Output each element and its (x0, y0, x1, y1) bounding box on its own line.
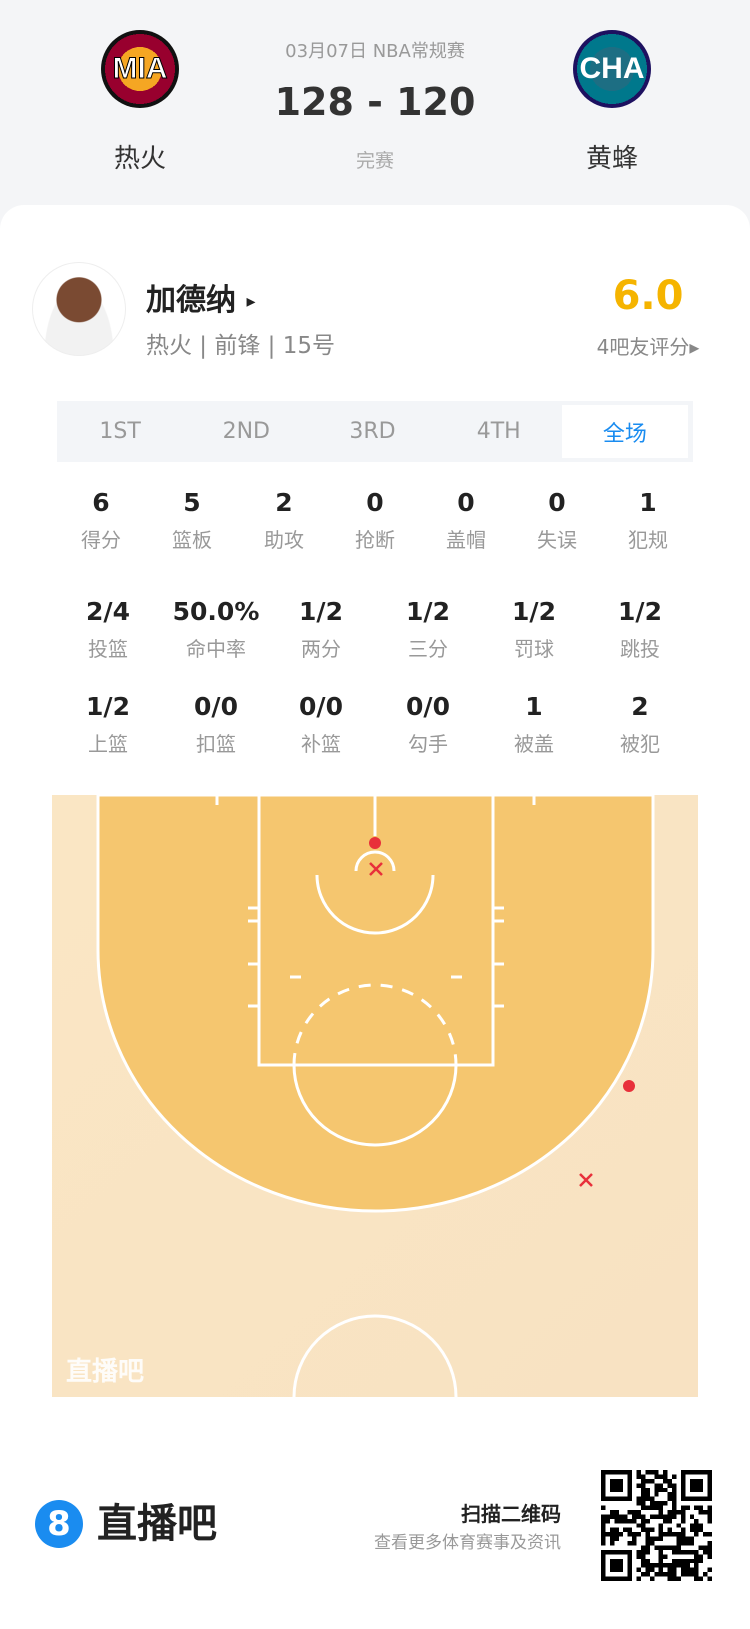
stat-label: 得分 (81, 528, 121, 552)
stat-value: 0 (366, 488, 384, 517)
away-team-name: 黄蜂 (585, 144, 639, 174)
stat-value: 0/0 (406, 692, 450, 721)
rating-link[interactable]: 4吧友评分▸ (596, 335, 700, 359)
stat-value: 50.0% (172, 597, 260, 626)
stat-value: 2/4 (86, 597, 130, 626)
stat-value: 1/2 (86, 692, 130, 721)
watermark: 直播吧 (66, 1357, 144, 1387)
stat-label: 犯规 (628, 528, 668, 552)
player-name: 加德纳 (146, 283, 236, 318)
stat-value: 6 (92, 488, 110, 517)
lane-hash-marks (248, 906, 504, 1008)
tab-4th[interactable]: 4TH (476, 419, 521, 444)
player-name-link[interactable]: 加德纳 ▸ (146, 275, 256, 319)
stat-label: 助攻 (264, 528, 304, 552)
stat-label: 失误 (537, 528, 577, 552)
scan-title: 扫描二维码 (461, 1502, 561, 1526)
home-team-abbr: MIA (112, 52, 168, 86)
player-rating: 6.0 (612, 273, 684, 319)
center-circle (292, 1314, 458, 1397)
paint (257, 795, 495, 1067)
tab-2nd[interactable]: 2ND (222, 419, 270, 444)
player-info: 热火 | 前锋 | 15号 (146, 333, 336, 359)
stat-label: 上篮 (88, 732, 128, 756)
stat-value: 1/2 (406, 597, 450, 626)
stat-label: 三分 (408, 637, 448, 661)
stat-label: 补篮 (301, 732, 341, 756)
caret-right-icon: ▸ (246, 291, 256, 312)
shot-chart: 直播吧 (52, 795, 698, 1397)
stat-value: 1 (525, 692, 543, 721)
stat-label: 两分 (301, 637, 341, 661)
restricted-area (315, 874, 435, 935)
stat-value: 0/0 (194, 692, 238, 721)
scan-subtitle: 查看更多体育赛事及资讯 (374, 1533, 561, 1553)
tab-3rd[interactable]: 3RD (349, 419, 396, 444)
stat-value: 0 (457, 488, 475, 517)
game-status: 完赛 (355, 150, 395, 172)
stat-label: 篮板 (172, 528, 212, 552)
stat-value: 1/2 (618, 597, 662, 626)
shot-missed (369, 862, 383, 876)
stat-label: 抢断 (355, 528, 395, 552)
stat-label: 扣篮 (196, 732, 236, 756)
stat-label: 被犯 (620, 732, 660, 756)
stat-value: 2 (631, 692, 649, 721)
game-date-league: 03月07日 NBA常规赛 (285, 41, 465, 62)
stat-value: 2 (275, 488, 293, 517)
stat-value: 5 (183, 488, 201, 517)
stat-value: 1 (639, 488, 657, 517)
stat-label: 命中率 (186, 637, 246, 661)
stat-label: 跳投 (620, 637, 660, 661)
stat-label: 投篮 (88, 637, 128, 661)
game-score: 128 - 120 (274, 80, 476, 124)
stat-value: 0 (548, 488, 566, 517)
home-team-logo[interactable]: MIA (101, 30, 179, 108)
home-team-name: 热火 (113, 144, 167, 174)
brand-name: 直播吧 (97, 1501, 217, 1547)
away-team-logo[interactable]: CHA (573, 30, 651, 108)
shot-made (369, 837, 381, 849)
three-point-line (96, 795, 655, 1213)
stat-value: 1/2 (512, 597, 556, 626)
shot-made (623, 1080, 635, 1092)
brand-logo-icon: 8 (35, 1500, 83, 1548)
stat-value: 1/2 (299, 597, 343, 626)
shot-missed (579, 1173, 593, 1187)
stat-label: 被盖 (514, 732, 554, 756)
basket-arc (354, 850, 396, 872)
away-team-abbr: CHA (579, 52, 645, 85)
tab-1st[interactable]: 1ST (99, 419, 141, 444)
stat-value: 0/0 (299, 692, 343, 721)
free-throw-circle-bottom (292, 1064, 458, 1147)
stat-label: 盖帽 (446, 528, 486, 552)
period-tabs: 1ST 2ND 3RD 4TH 全场 (57, 401, 693, 462)
stat-label: 勾手 (408, 732, 448, 756)
qr-code[interactable] (600, 1470, 713, 1581)
tab-full-game[interactable]: 全场 (561, 405, 689, 458)
player-avatar (32, 262, 126, 356)
stat-label: 罚球 (514, 637, 554, 661)
